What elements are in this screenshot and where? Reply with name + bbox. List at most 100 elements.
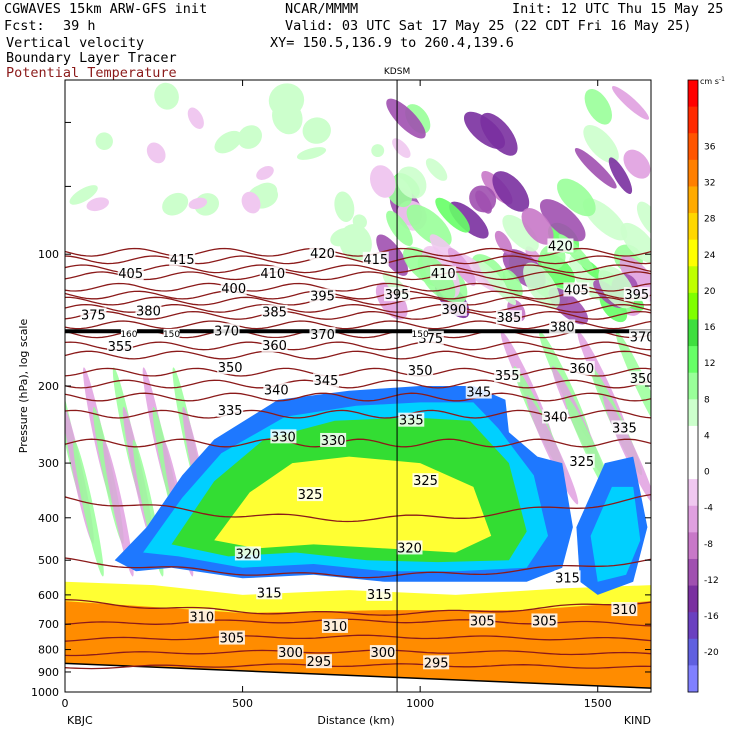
colorbar-swatch (688, 452, 698, 480)
theta-label: 310 (323, 620, 348, 635)
theta-label: 370 (310, 328, 335, 343)
colorbar-swatch (688, 346, 698, 374)
downdraft-cell (494, 230, 513, 255)
theta-label: 300 (370, 646, 395, 661)
updraft-band (615, 331, 651, 441)
colorbar-tick-label: 36 (704, 143, 716, 153)
theta-contour-360 (65, 341, 651, 351)
theta-label-bg (188, 609, 215, 624)
y-tick-label: 900 (38, 666, 59, 679)
theta-label-bg (259, 266, 286, 281)
axes: 0 500 1000 1500 100 200 300 400 500 600 700 800 900 1… (31, 80, 651, 710)
theta-label: 385 (262, 306, 287, 321)
downdraft-cell (146, 142, 166, 164)
colorbar-tick-label: 24 (704, 251, 716, 261)
theta-label-bg (542, 409, 569, 424)
theta-label: 420 (548, 239, 573, 254)
updraft-cell (214, 130, 243, 154)
downdraft-cell (447, 247, 476, 286)
theta-small-label-bg (120, 328, 137, 338)
theta-label-bg (256, 585, 283, 600)
theta-contour-295 (65, 663, 651, 670)
theta-label-bg (568, 361, 595, 376)
colorbar-swatch (688, 585, 698, 613)
theta-label-bg (320, 432, 347, 447)
updraft-cell (396, 166, 427, 199)
colorbar-swatch (688, 505, 698, 533)
updraft-cell (237, 125, 262, 149)
theta-contour-315 (65, 599, 651, 616)
colorbar-swatch (688, 186, 698, 214)
theta-label: 370 (214, 324, 239, 339)
theta-label-bg (217, 402, 244, 417)
downdraft-cell (492, 171, 530, 212)
theta-label: 305 (532, 614, 557, 629)
colorbar-tick-label: 4 (704, 431, 710, 441)
forecast-hour: 39 h (63, 18, 96, 34)
downdraft-cell (187, 107, 204, 129)
theta-label-bg (407, 363, 434, 378)
downdraft-band (526, 395, 579, 505)
theta-label: 375 (81, 308, 106, 323)
colorbar-swatch (688, 638, 698, 666)
theta-contour-330 (65, 438, 651, 448)
updraft-cell (69, 185, 98, 205)
theta-label-bg (261, 304, 288, 319)
y-tick-label: 800 (38, 644, 59, 657)
x-tick-label: 0 (62, 697, 69, 710)
downdraft-cell (256, 165, 274, 180)
terrain-mask (65, 663, 651, 692)
downdraft-cell (539, 199, 586, 242)
theta-contour-355 (65, 350, 651, 360)
downdraft-cell (86, 197, 110, 212)
theta-label: 360 (569, 362, 594, 377)
theta-label-bg (629, 371, 651, 386)
updraft-cell (620, 222, 651, 264)
downdraft-cell (241, 191, 261, 214)
downdraft-cell (475, 190, 492, 214)
updraft-cell (302, 117, 331, 144)
theta-label-bg (362, 251, 389, 266)
theta-label: 405 (564, 283, 589, 298)
updraft-cell (386, 210, 413, 246)
theta-label: 350 (408, 364, 433, 379)
org-label: NCAR/MMMM (285, 1, 359, 17)
theta-label-bg (297, 487, 324, 502)
theta-label: 305 (220, 632, 245, 647)
colorbar-tick-label: 8 (704, 395, 710, 405)
updraft-band (73, 439, 104, 577)
theta-label: 335 (612, 421, 637, 436)
theta-label-bg (220, 280, 247, 295)
init-time: Init: 12 UTC Thu 15 May 25 (512, 1, 724, 17)
theta-label-bg (465, 384, 492, 399)
theta-contour-345 (65, 379, 651, 389)
downdraft-cell (188, 197, 208, 210)
theta-label: 390 (441, 303, 466, 318)
theta-label: 295 (424, 656, 449, 671)
theta-contour-325 (65, 493, 651, 523)
y-tick-label: 400 (38, 512, 59, 525)
colorbar-tick-label: -12 (704, 576, 719, 586)
colorbar-tick-label: -4 (704, 504, 713, 514)
theta-label: 400 (221, 282, 246, 297)
colorbar-tick-label: 28 (704, 215, 716, 225)
theta-label-bg (629, 329, 651, 344)
updraft-cell (334, 191, 355, 222)
theta-label-bg (398, 412, 425, 427)
theta-small-label-bg (163, 328, 180, 338)
colorbar-swatch (688, 479, 698, 507)
theta-label-bg (217, 360, 244, 375)
colorbar-tick-label: 20 (704, 287, 716, 297)
theta-contour-380 (65, 310, 651, 320)
colorbar-unit: cm s-1 (700, 76, 725, 86)
updraft-cell (339, 224, 372, 261)
theta-small-label: 160 (120, 330, 137, 340)
theta-label: 310 (612, 603, 637, 618)
updraft-cell (371, 144, 385, 158)
theta-label-bg (309, 327, 336, 342)
colorbar-swatch (688, 612, 698, 640)
theta-label-bg (611, 602, 638, 617)
theta-contour-340 (65, 392, 651, 402)
downdraft-cell (574, 148, 617, 189)
theta-label-bg (547, 238, 574, 253)
